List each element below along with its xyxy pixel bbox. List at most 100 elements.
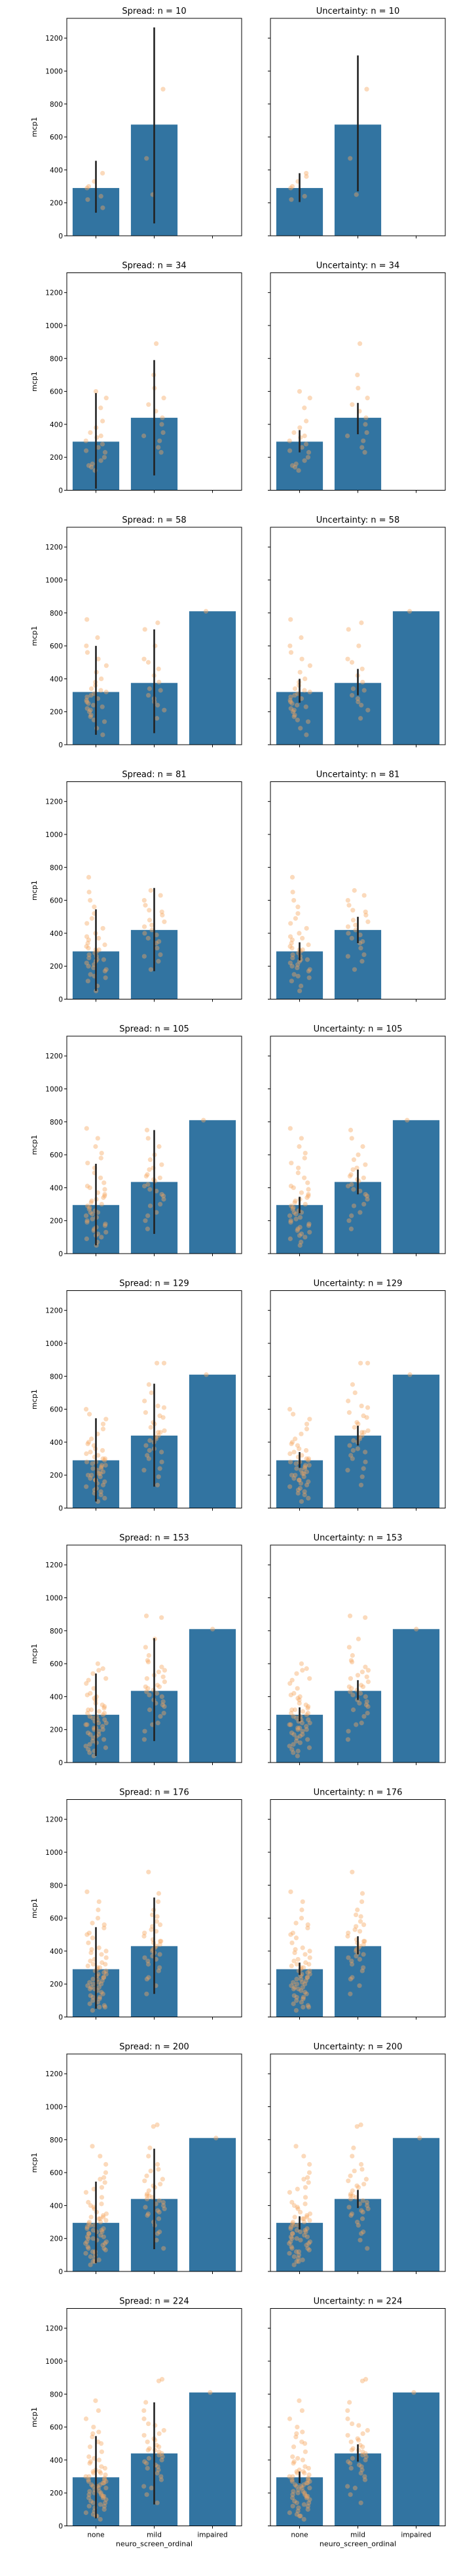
subplot-title: Spread: n = 176 bbox=[119, 1788, 189, 1798]
data-point bbox=[98, 2216, 103, 2222]
data-point bbox=[85, 1472, 91, 1478]
data-point bbox=[213, 2135, 219, 2140]
data-point bbox=[86, 1747, 91, 1752]
y-tick-label: 400 bbox=[50, 2202, 63, 2210]
data-point bbox=[354, 2219, 360, 2225]
data-point bbox=[88, 1476, 93, 1481]
data-point bbox=[100, 1666, 105, 1671]
bar-none bbox=[276, 1715, 323, 1763]
data-point bbox=[158, 450, 164, 455]
y-tick-label: 400 bbox=[50, 1439, 63, 1447]
data-point bbox=[289, 1710, 294, 1716]
data-point bbox=[102, 2475, 107, 2481]
data-point bbox=[88, 1200, 94, 1205]
data-point bbox=[148, 887, 153, 893]
y-axis-label: mcp1 bbox=[30, 880, 39, 901]
data-point bbox=[88, 2254, 93, 2259]
y-tick-label: 1000 bbox=[45, 2358, 63, 2366]
data-point bbox=[299, 1977, 304, 1982]
data-point bbox=[103, 396, 109, 401]
data-point bbox=[145, 2448, 151, 2453]
subplot-title: Uncertainty: n = 105 bbox=[314, 1024, 403, 1034]
data-point bbox=[90, 1998, 96, 2003]
data-point bbox=[156, 1474, 161, 1480]
data-point bbox=[154, 2442, 159, 2448]
data-point bbox=[301, 2219, 307, 2225]
data-point bbox=[154, 1919, 160, 1924]
data-point bbox=[299, 1468, 304, 1473]
data-point bbox=[98, 194, 103, 199]
data-point bbox=[300, 1728, 305, 1734]
data-point bbox=[307, 1676, 312, 1681]
y-tick-label: 800 bbox=[50, 2391, 63, 2399]
subplot-title: Spread: n = 153 bbox=[119, 1533, 189, 1543]
data-point bbox=[100, 1960, 105, 1966]
data-point bbox=[154, 941, 159, 946]
data-point bbox=[154, 932, 159, 938]
data-point bbox=[145, 2212, 150, 2218]
data-point bbox=[103, 2161, 109, 2167]
data-point bbox=[99, 676, 104, 681]
data-point bbox=[346, 1930, 351, 1935]
data-point bbox=[156, 2467, 161, 2473]
data-point bbox=[289, 701, 295, 706]
data-point bbox=[294, 1715, 299, 1721]
data-point bbox=[87, 1204, 92, 1210]
data-point bbox=[148, 967, 154, 972]
data-point bbox=[354, 1953, 359, 1959]
data-point bbox=[96, 1471, 101, 1476]
data-point bbox=[144, 2461, 149, 2466]
data-point bbox=[158, 1201, 163, 1207]
data-point bbox=[360, 2209, 365, 2215]
data-point bbox=[299, 1190, 304, 1195]
data-point bbox=[90, 2228, 96, 2233]
data-point bbox=[88, 972, 93, 977]
data-point bbox=[86, 874, 92, 880]
data-point bbox=[147, 1447, 152, 1453]
data-point bbox=[87, 1987, 93, 1992]
data-point bbox=[88, 1950, 94, 1956]
data-point bbox=[141, 2484, 147, 2489]
data-point bbox=[345, 1737, 350, 1742]
data-point bbox=[90, 1735, 96, 1740]
data-point bbox=[360, 1670, 365, 1675]
data-point bbox=[295, 1686, 300, 1691]
data-point bbox=[295, 2424, 300, 2430]
x-tick-label-impaired: impaired bbox=[197, 2531, 227, 2539]
data-point bbox=[84, 1932, 90, 1937]
data-point bbox=[303, 2492, 308, 2497]
data-point bbox=[160, 1699, 166, 1704]
data-point bbox=[100, 2493, 105, 2499]
data-point bbox=[365, 1679, 371, 1685]
data-point bbox=[96, 2216, 101, 2222]
data-point bbox=[365, 1428, 371, 1433]
data-point bbox=[296, 2252, 302, 2258]
data-point bbox=[290, 889, 295, 895]
data-point bbox=[295, 1753, 300, 1759]
data-point bbox=[86, 963, 91, 969]
data-point bbox=[96, 2429, 101, 2435]
y-axis-label: mcp1 bbox=[30, 2153, 39, 2173]
data-point bbox=[293, 1212, 299, 1217]
data-point bbox=[349, 2211, 354, 2216]
data-point bbox=[360, 2452, 365, 2457]
data-point bbox=[204, 1372, 209, 1377]
y-tick-label: 400 bbox=[50, 2457, 63, 2465]
data-point bbox=[346, 1218, 352, 1223]
y-tick-label: 600 bbox=[50, 1660, 63, 1668]
data-point bbox=[291, 2459, 297, 2465]
data-point bbox=[98, 1466, 104, 1471]
data-point bbox=[158, 1430, 163, 1435]
data-point bbox=[87, 1750, 92, 1755]
data-point bbox=[103, 1968, 109, 1973]
data-point bbox=[98, 458, 103, 463]
y-tick-label: 200 bbox=[50, 1981, 63, 1988]
data-point bbox=[100, 1724, 105, 1729]
data-point bbox=[100, 704, 105, 709]
data-point bbox=[363, 422, 368, 427]
data-point bbox=[289, 1441, 294, 1447]
data-point bbox=[90, 1738, 96, 1744]
data-point bbox=[158, 952, 163, 958]
data-point bbox=[293, 2007, 299, 2013]
data-point bbox=[301, 1996, 306, 2002]
